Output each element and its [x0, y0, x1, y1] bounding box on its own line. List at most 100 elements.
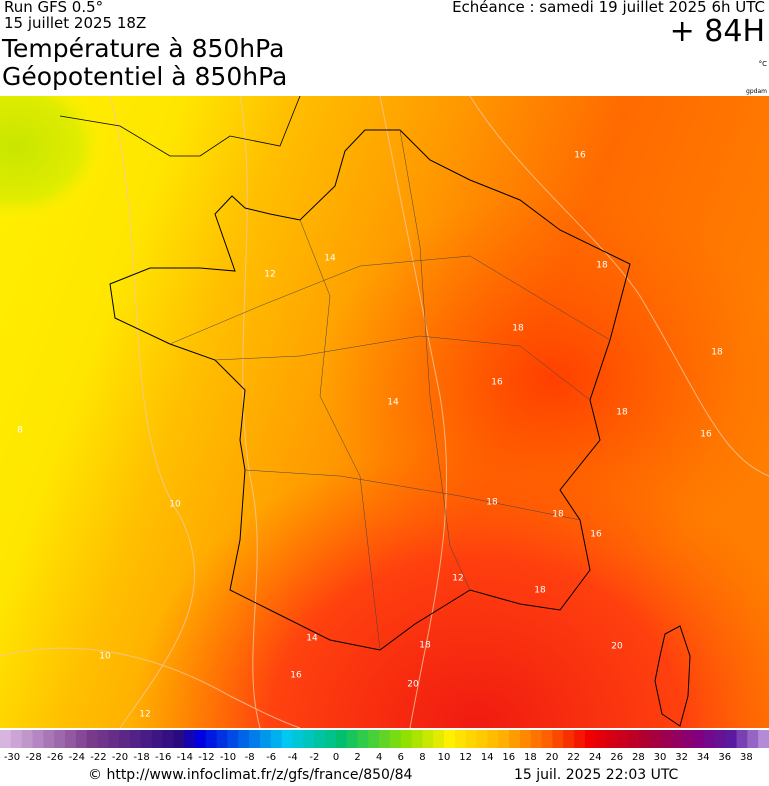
colorbar-swatch — [238, 730, 250, 748]
colorbar-label: -26 — [47, 752, 63, 763]
contour-label: 18 — [711, 348, 723, 358]
colorbar-label: 38 — [740, 752, 753, 763]
colorbar-swatch — [509, 730, 521, 748]
departments — [169, 129, 611, 651]
coastline — [59, 96, 691, 727]
colorbar-swatch — [270, 730, 283, 748]
colorbar-swatch — [194, 730, 207, 748]
colorbar-label: 16 — [502, 752, 515, 763]
colorbar-swatch — [476, 730, 488, 748]
colorbar-label: 36 — [718, 752, 731, 763]
colorbar-label: -28 — [25, 752, 41, 763]
lead-time: + 84H — [669, 14, 765, 49]
colorbar-swatch — [584, 730, 597, 748]
colorbar-label: -30 — [4, 752, 20, 763]
geopotential-unit: gpdam — [746, 88, 767, 95]
contour-label: 12 — [139, 710, 150, 720]
contour-label: 16 — [590, 530, 602, 540]
colorbar-swatch — [324, 730, 337, 748]
colorbar-label: 18 — [524, 752, 537, 763]
title-line2: Géopotentiel à 850hPa — [2, 62, 288, 91]
colorbar-label: -20 — [112, 752, 128, 763]
unit: °C — [758, 60, 767, 68]
colorbar-swatch — [454, 730, 467, 748]
colorbar-swatch — [43, 730, 55, 748]
colorbar-label: 20 — [546, 752, 559, 763]
colorbar-swatch — [281, 730, 293, 748]
colorbar-label: -6 — [266, 752, 276, 763]
colorbar-swatch — [422, 730, 434, 748]
contour-label: 20 — [611, 642, 623, 652]
contour-label: 8 — [17, 426, 23, 436]
isolines — [0, 96, 769, 728]
colorbar-swatch — [693, 730, 705, 748]
colorbar-swatch — [249, 730, 261, 748]
colorbar-label: 0 — [333, 752, 339, 763]
colorbar-label: 2 — [354, 752, 360, 763]
colorbar-swatch — [704, 730, 716, 748]
colorbar-swatch — [714, 730, 727, 748]
colorbar-swatch — [314, 730, 326, 748]
generated-time: 15 juil. 2025 22:03 UTC — [514, 767, 679, 783]
colorbar-label: 12 — [459, 752, 472, 763]
colorbar-swatch — [140, 730, 153, 748]
colorbar-label: 8 — [419, 752, 425, 763]
colorbar-label: 22 — [567, 752, 580, 763]
colorbar-label: -12 — [198, 752, 214, 763]
colorbar-label: -22 — [90, 752, 106, 763]
colorbar-swatch — [389, 730, 402, 748]
colorbar-swatch — [303, 730, 315, 748]
colorbar-label: -4 — [288, 752, 298, 763]
colorbar-swatch — [649, 730, 662, 748]
colorbar-swatch — [552, 730, 564, 748]
colorbar-swatch — [368, 730, 380, 748]
run-date: 15 juillet 2025 18Z — [4, 14, 147, 32]
colorbar-label: 6 — [398, 752, 404, 763]
colorbar-label: -18 — [133, 752, 149, 763]
colorbar-swatch — [541, 730, 553, 748]
colorbar-swatch — [671, 730, 683, 748]
colorbar-label: 28 — [632, 752, 645, 763]
colorbar-swatch — [86, 730, 98, 748]
temperature-field — [0, 96, 769, 728]
contour-label: 20 — [407, 680, 419, 690]
colorbar-swatch — [205, 730, 218, 748]
colorbar-swatch — [617, 730, 629, 748]
colorbar-swatch — [444, 730, 456, 748]
contour-label: 16 — [290, 671, 302, 681]
colorbar-swatch — [595, 730, 608, 748]
colorbar-swatch — [75, 730, 88, 748]
colorbar-swatch — [498, 730, 510, 748]
forecast-time: Echéance : samedi 19 juillet 2025 6h UTC — [452, 0, 765, 16]
colorbar-swatch — [97, 730, 109, 748]
source: © http://www.infoclimat.fr/z/gfs/france/… — [88, 767, 413, 783]
colorbar-swatch — [725, 730, 738, 748]
contour-label: 18 — [419, 641, 431, 651]
colorbar-swatch — [129, 730, 142, 748]
colorbar-swatch — [335, 730, 348, 748]
colorbar-swatch — [292, 730, 304, 748]
colorbar-label: -8 — [245, 752, 255, 763]
colorbar-label: 14 — [481, 752, 494, 763]
contour-label: 12 — [452, 574, 463, 584]
colorbar-label: 4 — [376, 752, 382, 763]
colorbar-swatch — [487, 730, 499, 748]
colorbar-label: -16 — [155, 752, 171, 763]
colorbar-swatch — [54, 730, 66, 748]
contour-label: 18 — [616, 408, 628, 418]
contour-label: 14 — [306, 634, 318, 644]
colorbar-swatch — [758, 730, 769, 748]
contour-label: 10 — [169, 500, 181, 510]
colorbar-swatch — [259, 730, 272, 748]
contour-label: 18 — [534, 586, 546, 596]
contour-label: 14 — [387, 398, 399, 408]
contour-label: 10 — [99, 652, 111, 662]
colorbar-swatch — [747, 730, 759, 748]
colorbar-label: 32 — [675, 752, 688, 763]
contour-label: 12 — [264, 270, 275, 280]
colorbar-swatch — [227, 730, 239, 748]
colorbar-swatch — [173, 730, 185, 748]
colorbar-swatch — [530, 730, 543, 748]
colorbar-swatch — [151, 730, 163, 748]
